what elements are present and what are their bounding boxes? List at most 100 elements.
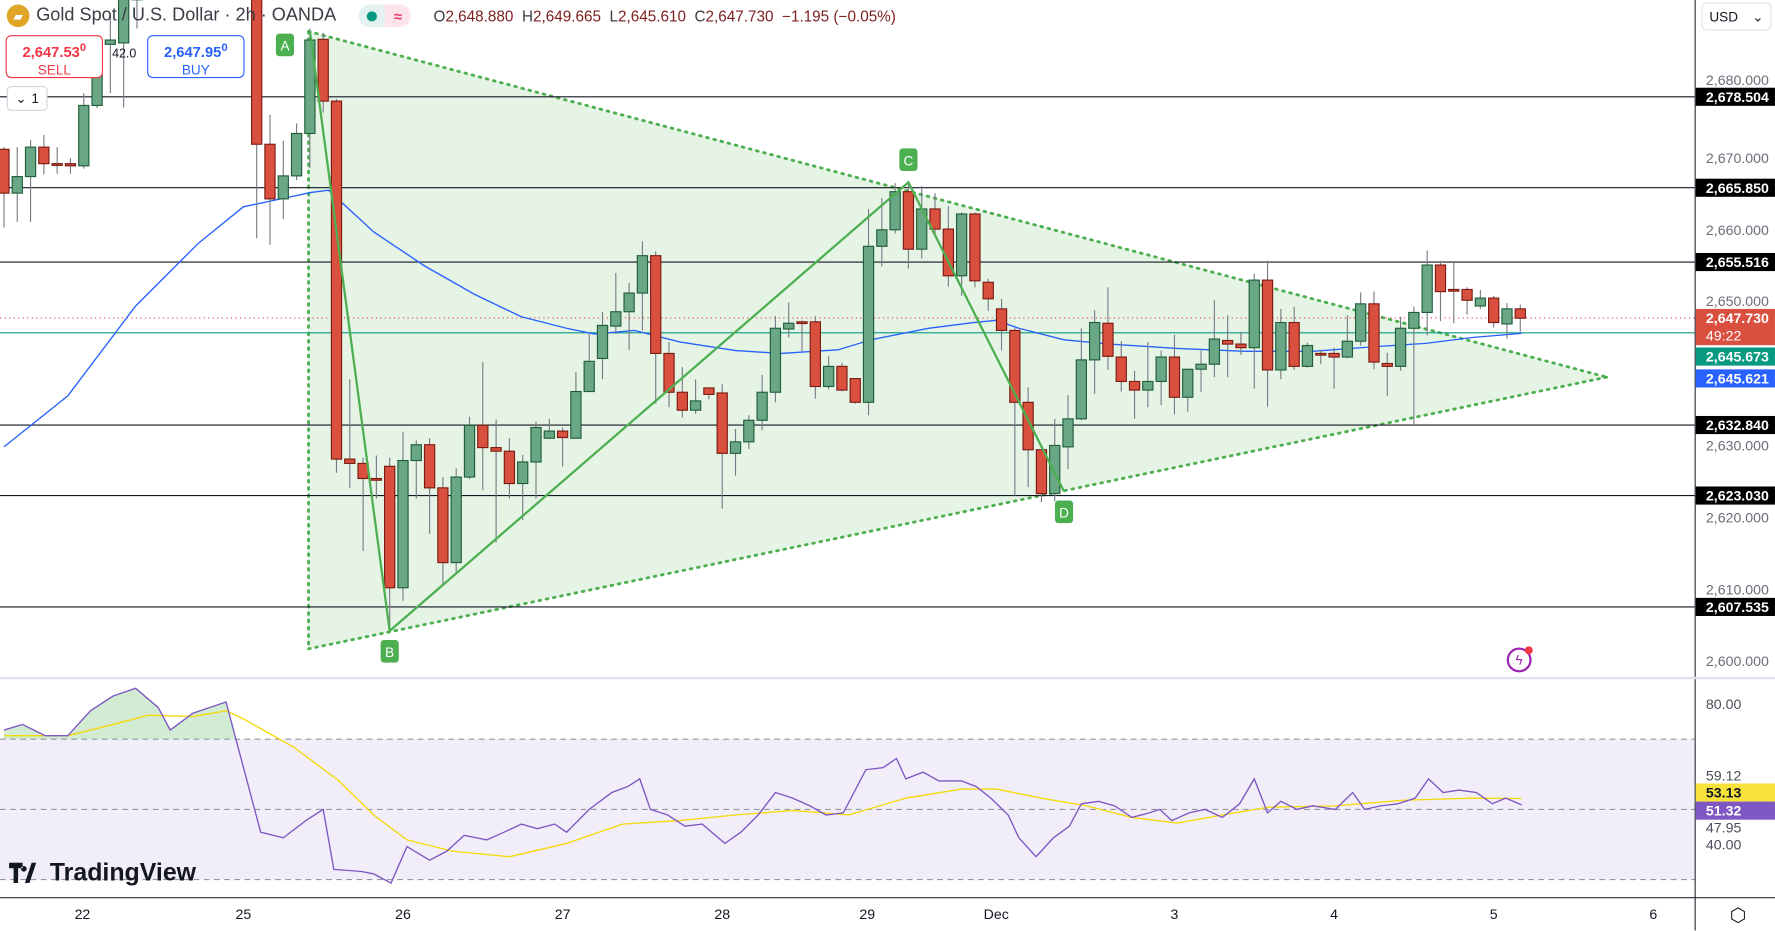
rsi-pane[interactable] <box>0 687 1695 885</box>
candle-down <box>650 251 662 404</box>
candle-up <box>889 183 901 234</box>
open-value: 2,648.880 <box>445 7 514 25</box>
candle-body <box>277 175 289 200</box>
candle-body <box>78 104 90 167</box>
candle-body <box>969 213 981 282</box>
candle-body <box>330 100 343 460</box>
sell-button[interactable]: 2,647.530 SELL <box>5 35 104 78</box>
date-tick-label: 5 <box>1490 906 1498 922</box>
candle-body <box>1315 352 1327 356</box>
candle-body <box>556 430 569 439</box>
candle-body <box>24 146 37 178</box>
candle-body <box>862 245 875 403</box>
collapse-indicators-button[interactable]: ⌄ 1 <box>6 86 48 111</box>
price-tick-label: 2,680.000 <box>1706 72 1769 88</box>
candle-body <box>849 378 861 403</box>
candle-body <box>596 324 609 360</box>
candle-body <box>1182 368 1194 398</box>
pattern-point-b: B <box>380 639 399 663</box>
candle-body <box>1408 311 1420 329</box>
candle-down <box>64 157 77 174</box>
moving-average-line <box>3 189 1522 448</box>
lightning-alert-icon[interactable]: ϟ <box>1506 646 1533 673</box>
candle-down <box>1315 349 1327 365</box>
candle-down <box>902 182 915 269</box>
candle-up <box>450 468 462 573</box>
candle-down <box>38 134 50 175</box>
price-tick-label: 2,610.000 <box>1706 581 1769 597</box>
candle-down <box>703 387 715 400</box>
sell-price: 2,647.53 <box>22 43 80 61</box>
market-open-dot-icon[interactable] <box>358 4 385 28</box>
market-status-toggle[interactable]: ≈ <box>358 4 411 28</box>
candle-down <box>929 193 941 237</box>
candle-up <box>304 28 316 168</box>
pattern-point-d: D <box>1054 500 1074 524</box>
chart-settings-icon[interactable]: ⬡ <box>1729 904 1747 926</box>
candle-body <box>38 146 50 165</box>
candle-up <box>78 93 90 169</box>
last-price-label-box <box>1695 308 1775 346</box>
candle-body <box>995 308 1008 331</box>
candle-down <box>437 477 449 586</box>
candle-up <box>543 418 555 439</box>
wave-icon[interactable]: ≈ <box>384 4 411 28</box>
teal-level-label: 2,645.673 <box>1706 349 1769 365</box>
candle-body <box>716 392 728 454</box>
candle-down <box>556 427 569 467</box>
candle-body <box>570 390 582 439</box>
candle-body <box>290 132 303 177</box>
ohlc-readout: O2,648.880 H2,649.665 L2,645.610 C2,647.… <box>434 7 896 24</box>
date-tick-label: 22 <box>75 906 91 922</box>
candle-down <box>317 32 329 113</box>
date-tick-label: 26 <box>395 906 411 922</box>
candle-body <box>729 441 742 454</box>
abcd-pattern-line <box>308 31 1066 634</box>
candle-body <box>1368 303 1380 363</box>
price-tick-label: 2,670.000 <box>1706 150 1769 166</box>
candle-up <box>1394 316 1407 371</box>
tradingview-logo[interactable]: TradingView <box>9 858 196 887</box>
buy-button[interactable]: 2,647.950 BUY <box>147 35 245 78</box>
candle-body <box>503 450 516 485</box>
symbol-header: ▰ Gold Spot / U.S. Dollar · 2h · OANDA ≈… <box>6 3 896 28</box>
symbol-title[interactable]: Gold Spot / U.S. Dollar · 2h · OANDA <box>36 5 337 25</box>
candle-body <box>104 39 117 45</box>
level-price-label-box <box>1695 252 1775 272</box>
candle-down <box>982 278 994 312</box>
price-tick-label: 2,630.000 <box>1706 438 1769 454</box>
pattern-label: C <box>904 153 914 168</box>
candle-up <box>397 431 409 601</box>
currency-select[interactable]: USD ⌄ <box>1701 2 1772 31</box>
level-price-label-box <box>1695 597 1775 616</box>
candle-up <box>583 334 595 393</box>
tradingview-wordmark: TradingView <box>49 858 197 887</box>
price-pane[interactable]: A B C D <box>0 0 1695 663</box>
candle-body <box>463 424 476 478</box>
candle-body <box>1288 321 1300 367</box>
candle-body <box>836 365 848 391</box>
candle-body <box>1341 340 1354 358</box>
candle-body <box>1221 339 1234 345</box>
candle-body <box>636 255 649 294</box>
candle-body <box>1301 344 1314 367</box>
rsi-ma-value-label: 53.13 <box>1706 785 1742 801</box>
indicator-count: 1 <box>31 90 39 107</box>
candle-down <box>490 419 502 543</box>
bar-countdown: 49:22 <box>1706 328 1742 344</box>
candle-up <box>1049 418 1061 502</box>
candle-body <box>64 163 77 167</box>
candle-down <box>423 438 436 534</box>
candle-body <box>517 461 529 485</box>
rsi-value-label-box <box>1695 801 1775 820</box>
candle-down <box>1461 287 1473 315</box>
candle-down <box>1368 291 1380 370</box>
pattern-label: B <box>385 645 394 660</box>
candle-up <box>1408 306 1420 427</box>
candle-up <box>570 372 582 439</box>
candle-body <box>1434 264 1447 293</box>
candle-body <box>1275 321 1287 371</box>
candle-body <box>490 447 502 452</box>
candle-down <box>1288 306 1300 370</box>
